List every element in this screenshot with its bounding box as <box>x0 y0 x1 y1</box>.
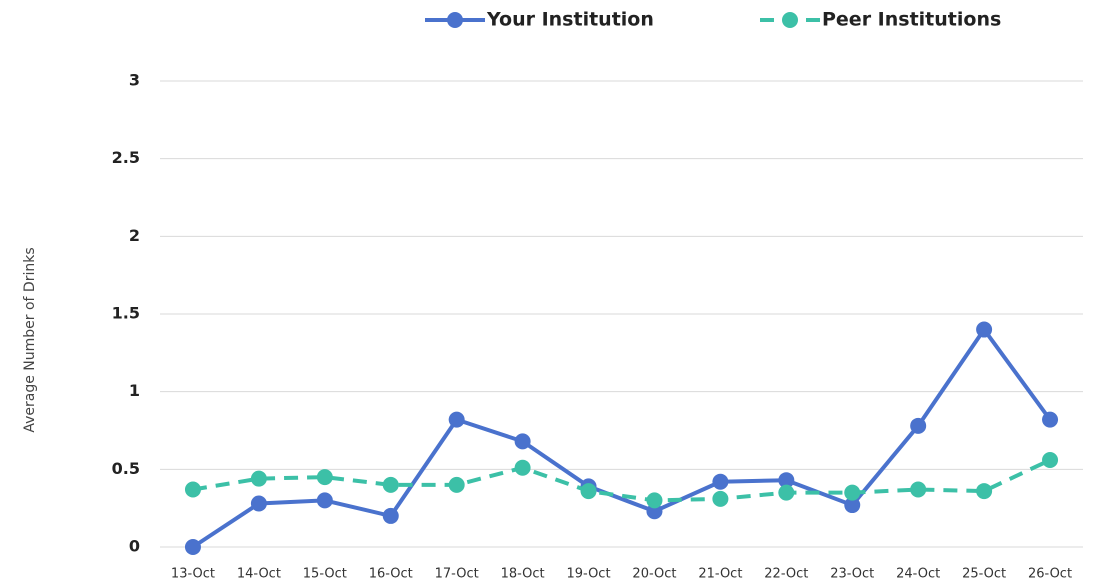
x-tick-label: 13-Oct <box>171 567 215 582</box>
x-tick-label: 23-Oct <box>830 567 874 582</box>
legend-marker <box>447 12 463 28</box>
y-tick-label: 1.5 <box>112 304 140 323</box>
x-tick-label: 20-Oct <box>632 567 676 582</box>
point <box>184 539 201 555</box>
point <box>844 484 861 501</box>
series-line <box>191 327 1052 549</box>
point <box>316 492 333 509</box>
point <box>448 411 465 428</box>
point <box>646 492 663 509</box>
point <box>712 473 729 490</box>
x-tick-label: 14-Oct <box>237 567 281 582</box>
x-tick-label: 18-Oct <box>501 567 545 582</box>
point <box>382 476 399 493</box>
x-tick-label: 26-Oct <box>1028 567 1072 582</box>
point <box>184 481 201 498</box>
legend-label: Your Institution <box>486 9 654 31</box>
x-tick-label: 21-Oct <box>698 567 742 582</box>
point <box>976 483 993 500</box>
x-tick-label: 25-Oct <box>962 567 1006 582</box>
y-tick-label: 3 <box>129 71 140 90</box>
y-tick-label: 1 <box>129 381 140 400</box>
x-tick-label: 22-Oct <box>764 567 808 582</box>
y-axis-label: Average Number of Drinks <box>22 247 38 432</box>
x-tick-label: 17-Oct <box>435 567 479 582</box>
point <box>910 481 927 498</box>
legend-marker <box>782 12 798 28</box>
point <box>448 476 465 493</box>
point <box>712 490 729 507</box>
point <box>580 483 597 500</box>
point <box>514 433 531 450</box>
point <box>1042 411 1059 428</box>
x-tick-label: 15-Oct <box>303 567 347 582</box>
point <box>250 470 267 487</box>
x-tick-label: 19-Oct <box>566 567 610 582</box>
x-tick-label: 16-Oct <box>369 567 413 582</box>
point <box>250 495 267 512</box>
point <box>778 484 795 501</box>
point <box>976 321 993 338</box>
point <box>382 507 399 524</box>
y-tick-label: 2 <box>129 226 140 245</box>
y-tick-label: 0.5 <box>112 459 140 478</box>
point <box>778 472 795 489</box>
point <box>316 469 333 486</box>
point <box>910 417 927 434</box>
point <box>1042 452 1059 469</box>
x-tick-label: 24-Oct <box>896 567 940 582</box>
point <box>514 459 531 476</box>
point <box>844 497 861 514</box>
legend-label: Peer Institutions <box>822 9 1001 31</box>
y-tick-label: 2.5 <box>112 148 140 167</box>
y-tick-label: 0 <box>129 537 140 556</box>
series-line <box>192 458 1051 503</box>
